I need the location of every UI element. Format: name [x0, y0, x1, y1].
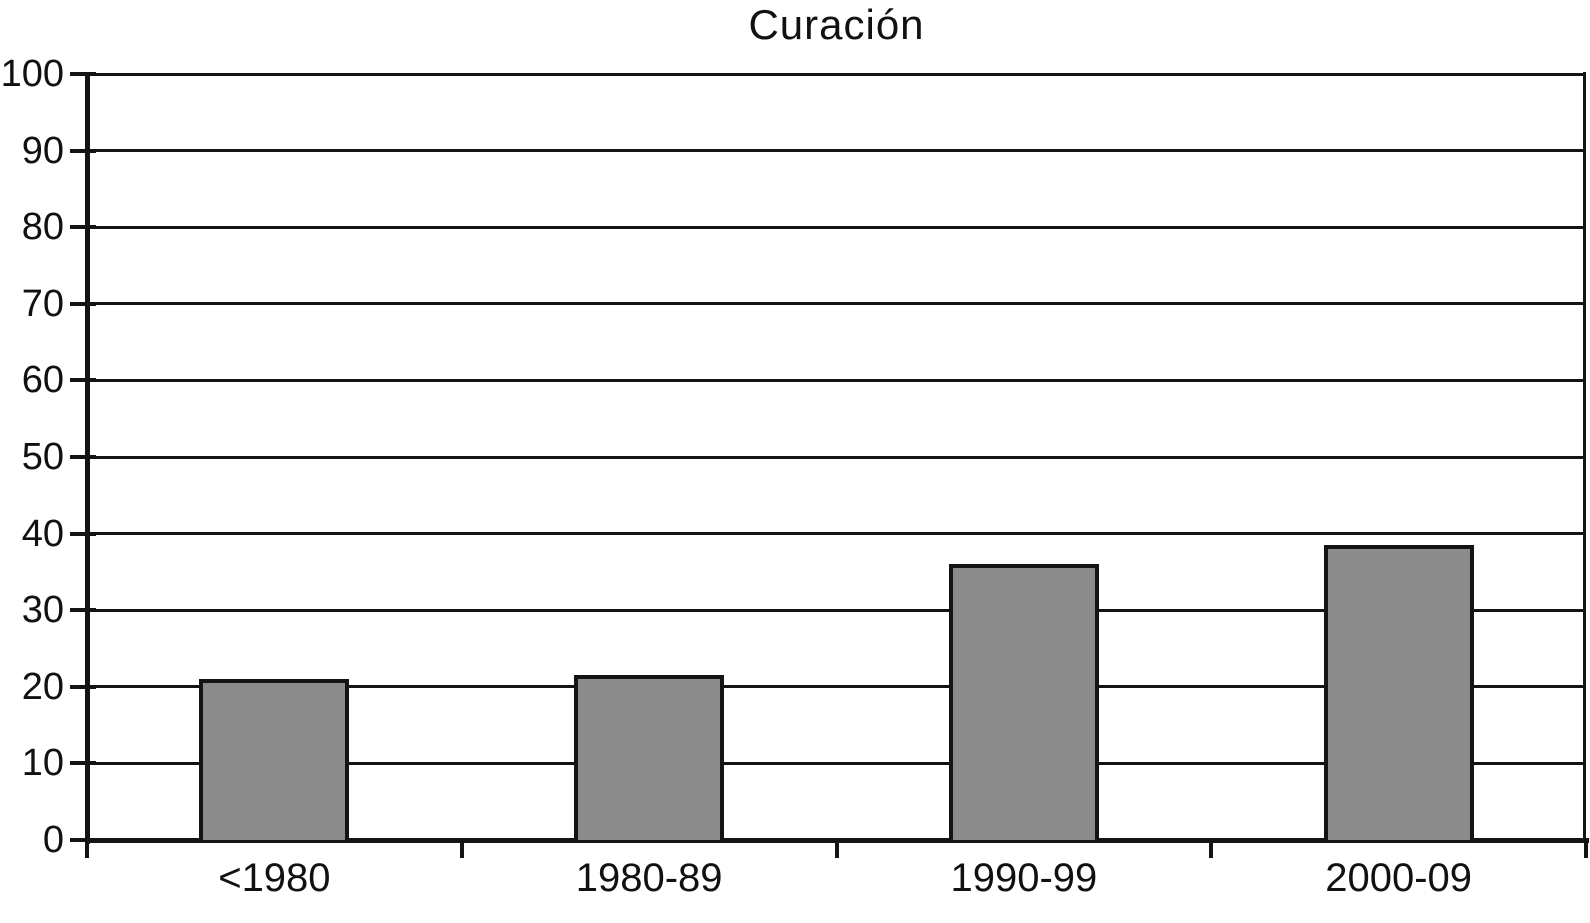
y-tick-label-40: 40: [21, 512, 64, 555]
gridline-10: [87, 761, 1586, 765]
gridline-70: [87, 302, 1586, 306]
gridline-100: [87, 72, 1586, 76]
y-tick-50: [70, 455, 96, 459]
gridline-20: [87, 685, 1586, 689]
x-axis-tick-1: [459, 841, 464, 858]
x-axis-tick-4: [1584, 841, 1588, 858]
y-tick-label-10: 10: [21, 742, 64, 785]
x-axis-tick-0: [85, 841, 89, 858]
x-axis-label-1980-89: 1980-89: [575, 856, 723, 900]
bar-1980-89: [574, 675, 725, 840]
y-tick-label-70: 70: [21, 282, 64, 325]
gridline-90: [87, 149, 1586, 153]
y-tick-label-50: 50: [21, 436, 64, 478]
y-tick-label-30: 30: [21, 589, 64, 632]
y-tick-label-60: 60: [21, 359, 64, 402]
y-tick-30: [70, 608, 96, 613]
gridline-40: [87, 532, 1586, 536]
x-axis-tick-3: [1209, 841, 1214, 858]
gridline-80: [87, 225, 1586, 229]
gridline-30: [87, 608, 1586, 612]
y-tick-100: [70, 72, 96, 76]
y-tick-label-0: 0: [42, 819, 64, 861]
y-tick-label-20: 20: [21, 665, 64, 708]
gridline-50: [87, 455, 1586, 459]
y-tick-label-80: 80: [21, 206, 64, 249]
y-tick-10: [70, 761, 96, 766]
gridline-60: [87, 378, 1586, 382]
y-tick-40: [70, 531, 96, 536]
y-tick-90: [70, 148, 96, 153]
x-axis-tick-2: [834, 841, 839, 858]
y-tick-label-100: 100: [0, 53, 64, 95]
y-tick-20: [70, 684, 96, 689]
bar-2000-09: [1323, 545, 1474, 840]
x-axis-label-<1980: <1980: [218, 856, 331, 900]
y-tick-60: [70, 378, 96, 383]
x-axis-line: [85, 838, 1589, 843]
bar-1990-99: [948, 564, 1099, 840]
x-axis-label-1990-99: 1990-99: [950, 856, 1098, 900]
bar-<1980: [199, 679, 350, 840]
y-tick-80: [70, 225, 96, 230]
y-tick-label-90: 90: [21, 129, 64, 172]
x-axis-label-2000-09: 2000-09: [1325, 856, 1473, 900]
chart-title: Curación: [748, 1, 925, 48]
y-tick-0: [70, 838, 96, 842]
y-tick-70: [70, 301, 96, 306]
